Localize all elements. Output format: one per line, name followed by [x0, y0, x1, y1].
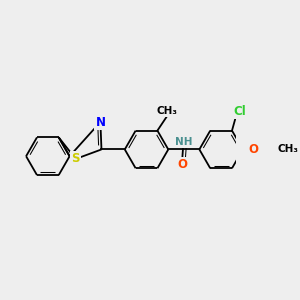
Text: O: O — [248, 143, 258, 156]
Text: NH: NH — [175, 137, 193, 147]
Text: S: S — [71, 152, 80, 165]
Text: O: O — [177, 158, 187, 171]
Text: CH₃: CH₃ — [278, 144, 298, 154]
Text: CH₃: CH₃ — [156, 106, 177, 116]
Text: Cl: Cl — [233, 105, 246, 118]
Text: N: N — [95, 116, 105, 128]
